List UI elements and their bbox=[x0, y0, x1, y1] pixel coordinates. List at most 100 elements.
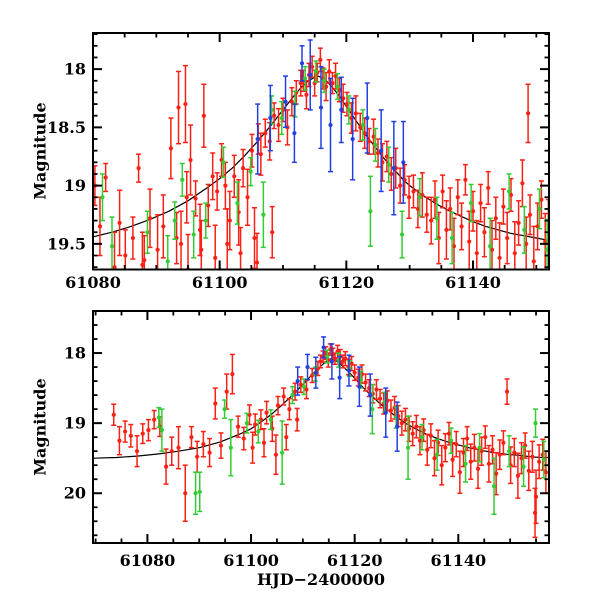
blue-data-point bbox=[283, 75, 289, 129]
red-data-point bbox=[373, 378, 379, 401]
red-data-point bbox=[141, 234, 147, 269]
x-tick-label: 61140 bbox=[445, 273, 501, 292]
red-data-point bbox=[188, 124, 194, 196]
red-data-point bbox=[453, 430, 459, 458]
red-data-point bbox=[176, 70, 181, 145]
green-data-point bbox=[506, 173, 512, 210]
red-series bbox=[111, 343, 548, 539]
red-data-point bbox=[198, 219, 204, 269]
green-data-point bbox=[324, 349, 330, 364]
red-data-point bbox=[176, 425, 181, 470]
red-data-point bbox=[238, 226, 244, 269]
x-tick-label: 61080 bbox=[65, 273, 121, 292]
blue-data-point bbox=[346, 354, 352, 387]
y-tick-label: 20 bbox=[64, 484, 86, 503]
red-data-point bbox=[522, 432, 528, 459]
red-data-point bbox=[363, 373, 369, 392]
red-data-point bbox=[151, 409, 157, 430]
red-data-point bbox=[323, 71, 329, 102]
red-data-point bbox=[275, 395, 281, 416]
red-series bbox=[94, 47, 548, 269]
x-tick-label: 61140 bbox=[430, 551, 486, 570]
red-data-point bbox=[384, 140, 390, 173]
green-data-point bbox=[506, 435, 512, 468]
red-data-point bbox=[298, 376, 304, 394]
green-data-point bbox=[521, 446, 527, 487]
blue-data-point bbox=[295, 366, 301, 396]
red-data-point bbox=[410, 420, 416, 447]
red-data-point bbox=[178, 210, 184, 269]
red-data-point bbox=[515, 452, 521, 499]
red-data-point bbox=[212, 387, 218, 420]
red-data-point bbox=[457, 450, 463, 494]
blue-data-point bbox=[299, 45, 305, 82]
blue-data-point bbox=[307, 39, 313, 111]
y-tick-label: 19 bbox=[64, 176, 86, 195]
red-data-point bbox=[128, 423, 134, 448]
red-data-point bbox=[451, 217, 457, 269]
red-data-point bbox=[481, 207, 487, 258]
red-data-point bbox=[462, 163, 468, 196]
red-data-point bbox=[413, 414, 419, 439]
red-data-point bbox=[478, 183, 484, 223]
green-data-point bbox=[172, 201, 178, 240]
y-tick-label: 18 bbox=[64, 60, 86, 79]
green-data-point bbox=[541, 440, 547, 479]
red-data-point bbox=[526, 450, 532, 492]
green-data-point bbox=[165, 234, 171, 269]
red-data-point bbox=[169, 436, 175, 466]
blue-data-point bbox=[378, 109, 384, 193]
blue-data-point bbox=[255, 103, 261, 175]
green-data-point bbox=[144, 210, 150, 254]
green-data-point bbox=[159, 408, 165, 452]
red-data-point bbox=[497, 222, 503, 269]
red-data-point bbox=[111, 403, 117, 426]
red-data-point bbox=[440, 174, 446, 209]
red-data-point bbox=[269, 205, 275, 259]
red-data-point bbox=[155, 213, 161, 269]
red-data-point bbox=[533, 469, 539, 525]
top-panel: 61080 61100 61120 61140 18 18.5 19 19.5 bbox=[47, 32, 550, 292]
red-data-point bbox=[410, 174, 416, 209]
red-data-point bbox=[182, 64, 188, 144]
red-data-point bbox=[399, 410, 405, 436]
red-data-point bbox=[542, 212, 548, 269]
red-data-point bbox=[406, 175, 412, 219]
red-data-point bbox=[439, 444, 445, 486]
red-data-point bbox=[525, 83, 531, 144]
red-data-point bbox=[122, 420, 128, 443]
blue-data-point bbox=[329, 343, 335, 380]
red-data-point bbox=[424, 196, 430, 233]
red-data-point bbox=[474, 219, 480, 269]
green-data-point bbox=[521, 205, 527, 254]
red-data-point bbox=[97, 196, 103, 257]
red-data-point bbox=[352, 364, 358, 382]
green-data-point bbox=[100, 173, 105, 222]
green-data-point bbox=[313, 60, 319, 83]
green-data-point bbox=[487, 217, 493, 269]
green-data-point bbox=[434, 196, 440, 240]
green-data-point bbox=[279, 100, 285, 136]
green-data-point bbox=[448, 427, 454, 455]
red-data-point bbox=[163, 448, 169, 485]
x-tick-label: 61100 bbox=[192, 273, 248, 292]
red-data-point bbox=[136, 153, 142, 183]
green-data-point bbox=[468, 183, 474, 223]
red-data-point bbox=[294, 407, 300, 432]
red-data-point bbox=[117, 189, 123, 257]
red-data-point bbox=[112, 231, 118, 269]
red-data-point bbox=[240, 148, 246, 188]
green-data-point bbox=[228, 418, 234, 477]
blue-series bbox=[295, 336, 400, 452]
red-data-point bbox=[250, 431, 256, 464]
red-data-point bbox=[194, 440, 200, 473]
red-data-point bbox=[122, 229, 128, 269]
red-data-point bbox=[231, 154, 237, 199]
green-data-point bbox=[419, 423, 425, 451]
red-data-point bbox=[271, 102, 277, 130]
green-data-point bbox=[537, 188, 542, 230]
green-data-point bbox=[360, 109, 366, 141]
red-data-point bbox=[273, 434, 279, 476]
red-data-point bbox=[200, 430, 206, 458]
red-data-point bbox=[377, 388, 383, 409]
